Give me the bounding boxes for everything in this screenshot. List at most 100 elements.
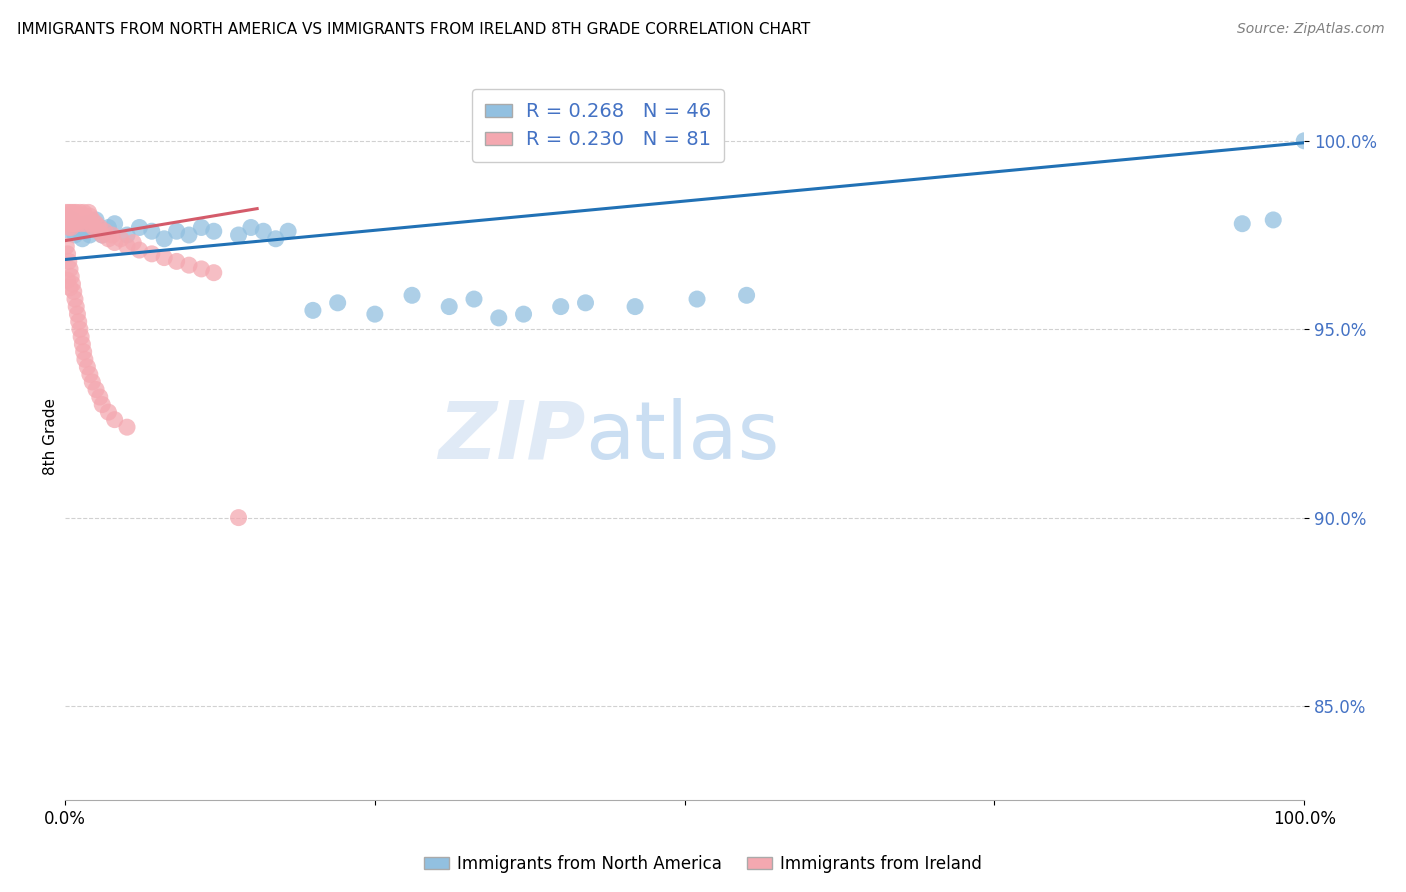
Point (73, 352, 96, 367)
Legend: Immigrants from North America, Immigrants from Ireland: Immigrants from North America, Immigrant… (418, 848, 988, 880)
Point (190, 220, 212, 235)
Point (66, 217, 89, 231)
Point (69, 205, 91, 219)
Legend: R = 0.268   N = 46, R = 0.230   N = 81: R = 0.268 N = 46, R = 0.230 N = 81 (472, 89, 724, 161)
Point (202, 266, 225, 280)
Point (463, 292, 485, 306)
Point (686, 292, 709, 306)
Point (62, 213, 84, 227)
Point (58, 217, 80, 231)
Point (58, 213, 80, 227)
Point (89, 220, 111, 235)
Point (65, 213, 87, 227)
Point (128, 220, 150, 235)
Point (62, 205, 84, 219)
Point (72, 232, 94, 246)
Point (488, 310, 510, 325)
Point (77, 205, 100, 219)
Point (91, 398, 114, 412)
Point (72, 337, 94, 351)
Point (66, 217, 89, 231)
Point (239, 220, 262, 235)
Point (437, 300, 460, 314)
Point (91, 227, 114, 242)
Point (72, 344, 94, 359)
Point (153, 251, 176, 265)
Y-axis label: 8th Grade: 8th Grade (44, 398, 58, 475)
Point (115, 227, 138, 242)
Point (79, 227, 101, 242)
Point (62, 213, 84, 227)
Point (76, 359, 98, 374)
Point (97, 220, 120, 235)
Point (63, 209, 86, 223)
Point (89, 390, 111, 404)
Point (70, 330, 93, 344)
Point (190, 261, 212, 276)
Point (326, 295, 349, 310)
Point (83, 220, 105, 235)
Point (82, 375, 104, 389)
Point (63, 227, 86, 242)
Point (69, 322, 91, 336)
Point (91, 227, 114, 242)
Point (56, 209, 79, 223)
Point (177, 258, 200, 272)
Point (574, 295, 596, 310)
Point (75, 217, 97, 231)
Point (115, 420, 138, 434)
Point (72, 213, 94, 227)
Point (59, 224, 82, 238)
Point (73, 209, 96, 223)
Point (104, 235, 127, 250)
Point (65, 205, 87, 219)
Point (55, 209, 77, 223)
Point (60, 269, 83, 284)
Point (228, 510, 250, 524)
Point (141, 247, 163, 261)
Point (55, 205, 77, 219)
Point (115, 239, 138, 253)
Point (141, 224, 163, 238)
Point (63, 217, 86, 231)
Point (60, 213, 83, 227)
Point (58, 205, 80, 219)
Point (59, 261, 82, 276)
Point (70, 217, 93, 231)
Point (62, 220, 84, 235)
Point (228, 227, 250, 242)
Point (97, 405, 120, 419)
Point (177, 227, 200, 242)
Point (128, 243, 150, 257)
Point (401, 288, 423, 302)
Point (97, 232, 120, 246)
Point (1294, 134, 1316, 148)
Point (277, 224, 299, 238)
Point (56, 247, 79, 261)
Point (101, 227, 124, 242)
Point (69, 224, 91, 238)
Point (76, 217, 98, 231)
Point (60, 205, 83, 219)
Point (87, 224, 110, 238)
Point (84, 213, 107, 227)
Point (62, 217, 84, 231)
Point (59, 281, 82, 295)
Point (56, 213, 79, 227)
Point (202, 224, 225, 238)
Point (153, 232, 176, 246)
Point (72, 205, 94, 219)
Point (122, 235, 145, 250)
Point (58, 254, 80, 268)
Point (364, 307, 387, 321)
Point (79, 368, 101, 382)
Point (55, 239, 77, 253)
Point (67, 213, 90, 227)
Point (66, 307, 89, 321)
Point (63, 292, 86, 306)
Point (735, 288, 758, 302)
Point (110, 232, 132, 246)
Point (252, 224, 274, 238)
Point (66, 209, 89, 223)
Point (76, 213, 98, 227)
